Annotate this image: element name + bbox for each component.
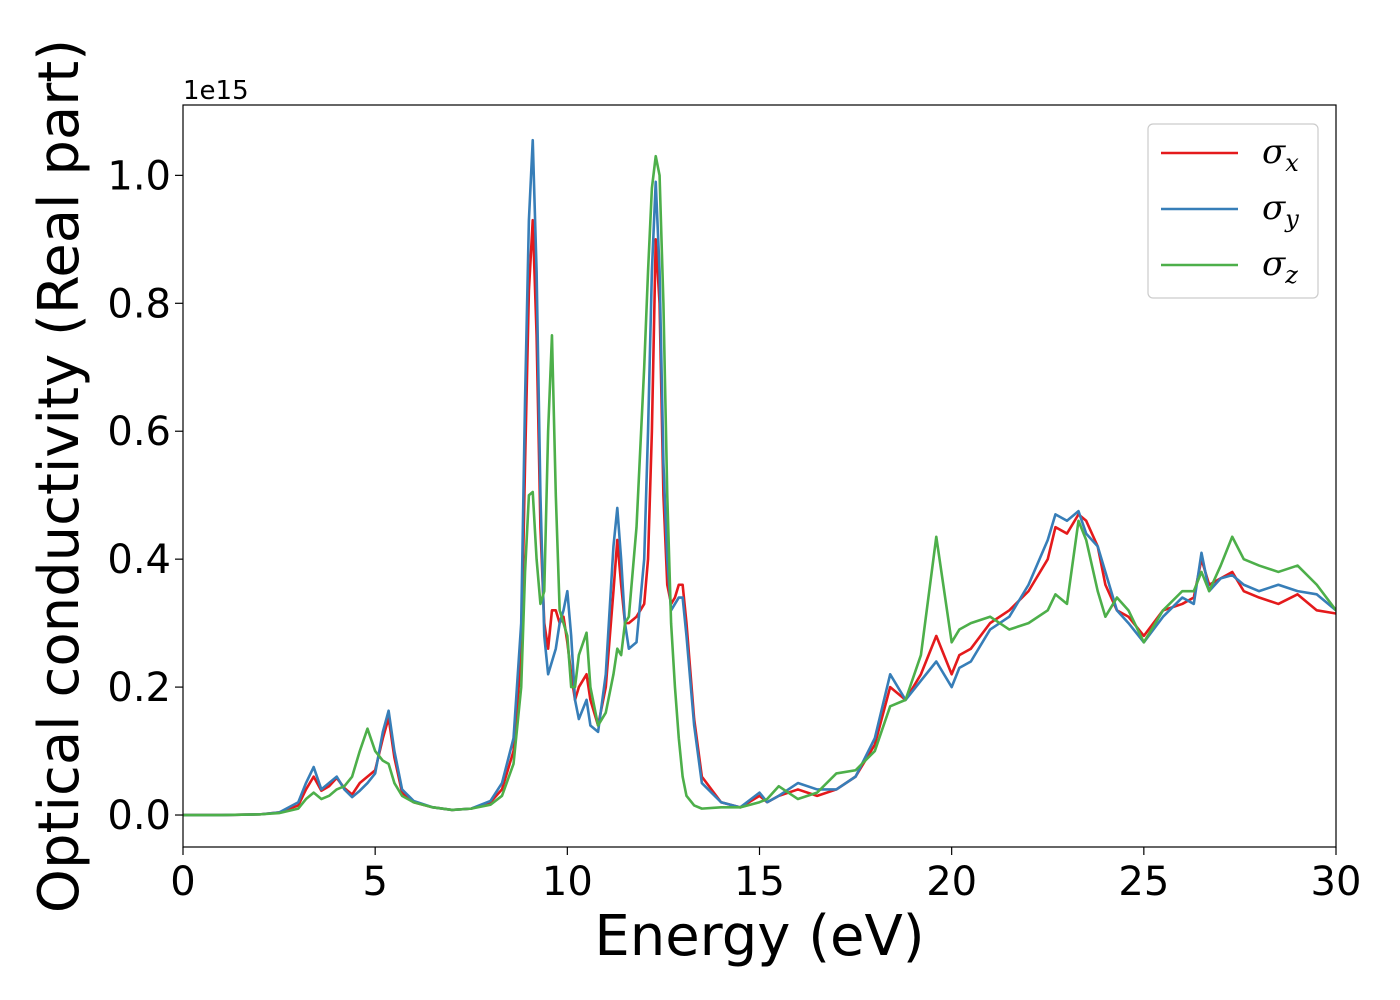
x-tick-label: 0 (170, 859, 195, 905)
y-offset-label: 1e15 (183, 76, 249, 106)
x-tick-label: 10 (542, 859, 593, 905)
series-line-z (183, 154, 1336, 817)
legend-label-x: σx (1262, 132, 1299, 177)
y-axis: 0.0 0.2 0.4 0.6 0.8 1.0 (107, 153, 183, 839)
x-axis: 0 5 10 15 20 25 30 (170, 847, 1361, 905)
x-tick-label: 15 (734, 859, 785, 905)
legend: σx σy σz (1147, 123, 1319, 299)
y-tick-label: 0.6 (107, 409, 171, 455)
y-tick-label: 0.8 (107, 281, 171, 327)
legend-label-y: σy (1262, 188, 1299, 233)
x-tick-label: 25 (1118, 859, 1169, 905)
x-axis-label: Energy (eV) (594, 904, 924, 969)
legend-frame (1147, 123, 1319, 299)
legend-label-z: σz (1262, 244, 1298, 289)
x-tick-label: 5 (362, 859, 387, 905)
y-tick-label: 0.2 (107, 665, 171, 711)
y-tick-label: 0.4 (107, 537, 171, 583)
series-layer (183, 138, 1336, 817)
series-line-x (183, 218, 1336, 817)
y-axis-label: Optical conductivity (Real part) (27, 39, 92, 913)
x-tick-label: 20 (926, 859, 977, 905)
series-line-y (183, 138, 1336, 817)
plot-area (183, 105, 1336, 847)
y-tick-label: 1.0 (107, 153, 171, 199)
x-tick-label: 30 (1311, 859, 1362, 905)
y-tick-label: 0.0 (107, 793, 171, 839)
